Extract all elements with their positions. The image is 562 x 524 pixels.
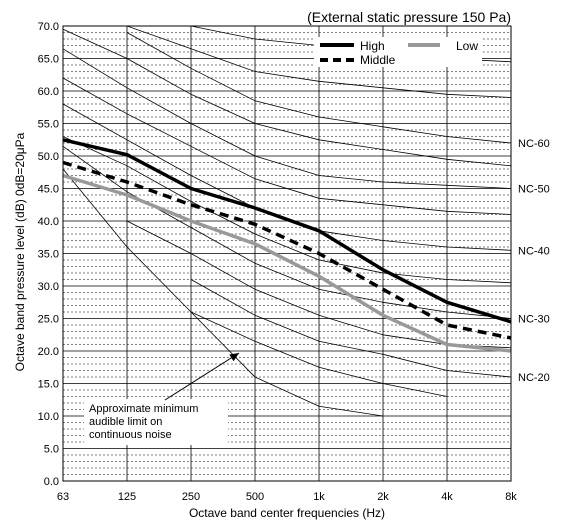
x-tick-label: 2k [377,491,389,503]
nc-curve [62,136,512,284]
nc-curve [126,32,512,144]
y-tick-label: 35.0 [38,249,59,261]
x-tick-label: 250 [182,491,200,503]
nc-curve [62,103,512,251]
annotation-box [84,399,228,445]
y-tick-label: 10.0 [38,411,59,423]
nc-label: NC-60 [518,138,550,150]
y-tick-label: 65.0 [38,54,59,66]
x-tick-label: 63 [57,491,69,503]
chart-title: (External static pressure 150 Pa) [307,9,511,25]
y-axis-label: Octave band pressure level (dB) 0dB=20μP… [13,132,27,371]
nc-label: NC-50 [518,184,550,196]
y-tick-label: 50.0 [38,151,59,163]
annotation-line-3: continuous noise [89,429,172,441]
series-line-low [62,173,512,353]
audible-limit-annotation: Approximate minimum audible limit on con… [84,352,240,445]
nc-label-bg [515,135,559,150]
nc-label: NC-30 [518,314,550,326]
y-tick-label: 40.0 [38,216,59,228]
y-tick-label: 70.0 [38,21,59,33]
legend-box [314,37,482,67]
y-tick-label: 55.0 [38,119,59,131]
nc-label-bg [515,242,559,258]
y-tick-label: 30.0 [38,281,59,293]
axes: 0.0 5.0 10.0 15.0 20.0 25.0 30.0 35.0 40.0 45.0 50… [38,21,518,503]
x-tick-label: 8k [505,491,517,503]
legend-label-low: Low [456,39,478,53]
annotation-arrowhead [229,353,239,362]
nc-curve [190,279,512,378]
x-tick-label: 125 [118,491,136,503]
nc-label: NC-40 [518,245,550,257]
audible-limit-curve [62,168,384,417]
series-line-middle [62,160,512,340]
legend: High Middle Low [314,37,482,67]
nc-curve [62,77,512,215]
annotation-line-1: Approximate minimum [89,403,198,415]
y-tick-label: 60.0 [38,86,59,98]
plot-frame [62,25,512,482]
x-tick-label: 4k [441,491,453,503]
series-lines [62,138,512,353]
nc-curve [190,311,448,397]
nc-curve [62,48,512,189]
x-axis-label: Octave band center frequencies (Hz) [189,506,385,520]
nc-label-bg [515,310,559,326]
y-tick-label: 0.0 [44,476,59,488]
y-tick-label: 20.0 [38,346,59,358]
nc-label: NC-20 [518,372,550,384]
legend-label-high: High [360,39,385,53]
nc-curve [62,28,512,167]
x-tick-label: 1k [313,491,325,503]
annotation-line-2: audible limit on [89,416,162,428]
annotation-arrow [164,352,240,401]
series-line-high [62,138,512,324]
y-tick-label: 5.0 [44,444,59,456]
nc-label-bg [515,369,559,384]
legend-label-middle: Middle [360,53,396,67]
y-tick-label: 25.0 [38,314,59,326]
y-tick-label: 45.0 [38,184,59,196]
nc-curve [126,25,512,98]
y-tick-label: 15.0 [38,379,59,391]
nc-label-bg [515,180,559,196]
x-tick-label: 500 [246,491,264,503]
